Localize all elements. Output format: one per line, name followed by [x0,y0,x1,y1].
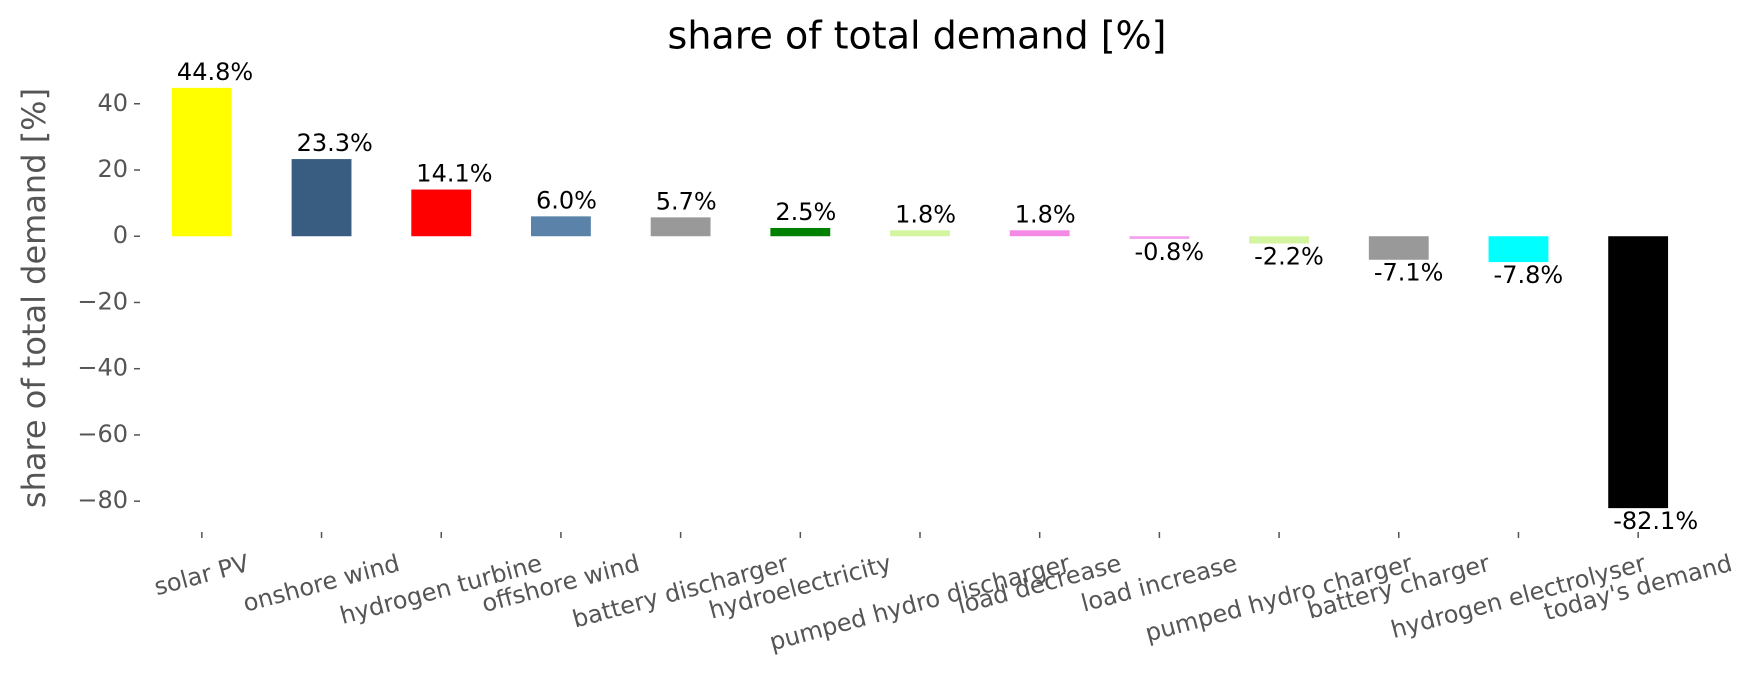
y-tick-label: −40 [77,354,128,382]
y-tick-label: 20 [97,155,128,183]
chart-title: share of total demand [%] [668,14,1167,58]
bar [1608,236,1669,509]
y-tick-label: −80 [77,486,128,514]
x-tick-label: pumped hydro discharger [766,549,1073,656]
bar [291,159,352,237]
value-label: 44.8% [177,58,253,86]
value-label: -2.2% [1254,243,1324,271]
y-tick-label: −20 [77,287,128,315]
bar [770,227,831,237]
value-label: 14.1% [416,160,492,188]
bar [1009,230,1070,237]
value-label: 23.3% [297,129,373,157]
value-label: -7.1% [1374,259,1444,287]
value-label: -7.8% [1494,261,1564,289]
y-tick-label: −60 [77,420,128,448]
bar [1488,236,1549,263]
value-label: 6.0% [536,186,597,214]
bar [531,216,591,237]
bar [890,230,950,237]
bar [1368,236,1429,260]
y-tick-label: 40 [97,89,128,117]
value-label: -82.1% [1613,507,1698,535]
x-tick-label: solar PV [151,549,252,601]
bar [411,189,472,237]
value-label: 2.5% [775,198,836,226]
value-label: 1.8% [895,200,956,228]
value-label: 5.7% [656,187,717,215]
bar [1249,236,1309,244]
y-axis-label: share of total demand [%] [15,88,53,508]
y-tick-label: 0 [113,221,128,249]
value-label: -0.8% [1134,238,1204,266]
bar [650,217,711,237]
bar [1129,236,1190,239]
value-label: 1.8% [1015,200,1076,228]
bar [171,87,232,237]
